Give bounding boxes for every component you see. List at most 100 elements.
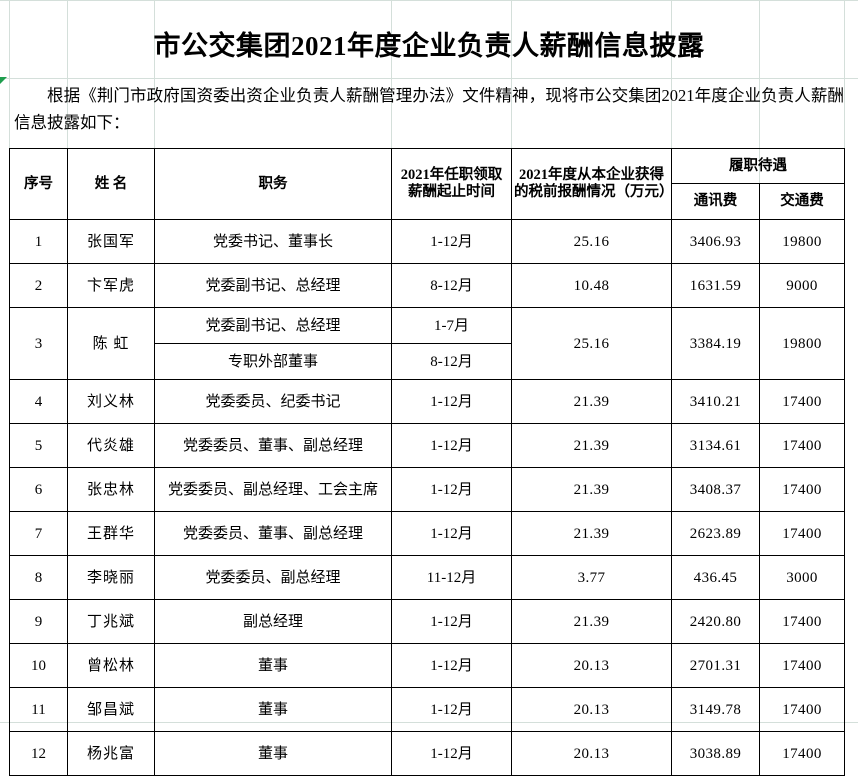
salary-table: 序号 姓 名 职务 2021年任职领取薪酬起止时间 2021年度从本企业获得的税… <box>9 148 845 776</box>
cell-seq: 1 <box>9 219 68 265</box>
cell-communication: 3410.21 <box>671 379 760 425</box>
table-row: 8 李晓丽 党委委员、副总经理 11-12月 3.77 436.45 3000 <box>9 555 845 601</box>
cell-name: 邹昌斌 <box>67 687 155 733</box>
cell-name: 丁兆斌 <box>67 599 155 645</box>
cell-communication: 436.45 <box>671 555 760 601</box>
cell-transport: 17400 <box>759 731 845 776</box>
cell-period: 1-12月 <box>391 379 512 425</box>
cell-transport: 17400 <box>759 599 845 645</box>
cell-transport: 17400 <box>759 643 845 689</box>
intro-section: 根据《荆门市政府国资委出资企业负责人薪酬管理办法》文件精神，现将市公交集团202… <box>0 73 858 148</box>
cell-seq: 2 <box>9 263 68 309</box>
cell-post: 党委书记、董事长 <box>154 219 392 265</box>
cell-communication: 3149.78 <box>671 687 760 733</box>
column-header-transport: 交通费 <box>759 183 845 221</box>
table-row: 6 张忠林 党委委员、副总经理、工会主席 1-12月 21.39 3408.37 17400 <box>9 467 845 513</box>
cell-name: 张国军 <box>67 219 155 265</box>
table-row: 1 张国军 党委书记、董事长 1-12月 25.16 3406.93 19800 <box>9 219 845 265</box>
table-row: 12 杨兆富 董事 1-12月 20.13 3038.89 17400 <box>9 731 845 776</box>
cell-pay: 3.77 <box>511 555 672 601</box>
cell-period: 1-12月 <box>391 687 512 733</box>
cell-name: 曾松林 <box>67 643 155 689</box>
cell-communication: 2701.31 <box>671 643 760 689</box>
cell-post: 副总经理 <box>154 599 392 645</box>
cell-error-flag-icon <box>0 77 7 84</box>
cell-name: 王群华 <box>67 511 155 557</box>
cell-transport: 17400 <box>759 423 845 469</box>
salary-disclosure-page: 市公交集团2021年度企业负责人薪酬信息披露 根据《荆门市政府国资委出资企业负责… <box>0 31 858 776</box>
column-header-period: 2021年任职领取薪酬起止时间 <box>391 148 512 221</box>
cell-period: 8-12月 <box>391 263 512 309</box>
cell-transport: 19800 <box>759 307 845 381</box>
cell-transport: 17400 <box>759 687 845 733</box>
cell-post: 党委委员、副总经理 <box>154 555 392 601</box>
table-body: 1 张国军 党委书记、董事长 1-12月 25.16 3406.93 19800 2 卞军虎 党委… <box>9 219 845 776</box>
cell-period: 11-12月 <box>391 555 512 601</box>
table-row: 10 曾松林 董事 1-12月 20.13 2701.31 17400 <box>9 643 845 689</box>
cell-name: 刘义林 <box>67 379 155 425</box>
cell-post: 党委委员、董事、副总经理 <box>154 511 392 557</box>
cell-period: 1-12月 <box>391 423 512 469</box>
cell-pay: 21.39 <box>511 599 672 645</box>
cell-communication: 1631.59 <box>671 263 760 309</box>
cell-post: 党委副书记、总经理 <box>154 307 392 345</box>
cell-pay: 20.13 <box>511 643 672 689</box>
cell-name: 李晓丽 <box>67 555 155 601</box>
column-header-communication: 通讯费 <box>671 183 760 221</box>
column-header-post: 职务 <box>154 148 392 221</box>
cell-transport: 17400 <box>759 379 845 425</box>
cell-name: 张忠林 <box>67 467 155 513</box>
cell-transport: 17400 <box>759 467 845 513</box>
cell-seq: 11 <box>9 687 68 733</box>
cell-seq: 6 <box>9 467 68 513</box>
cell-transport: 9000 <box>759 263 845 309</box>
cell-communication: 3406.93 <box>671 219 760 265</box>
cell-seq: 9 <box>9 599 68 645</box>
cell-period: 1-12月 <box>391 511 512 557</box>
cell-pay: 10.48 <box>511 263 672 309</box>
page-title: 市公交集团2021年度企业负责人薪酬信息披露 <box>153 31 705 61</box>
cell-communication: 3408.37 <box>671 467 760 513</box>
cell-post: 党委委员、董事、副总经理 <box>154 423 392 469</box>
table-row: 2 卞军虎 党委副书记、总经理 8-12月 10.48 1631.59 9000 <box>9 263 845 309</box>
cell-period: 1-12月 <box>391 643 512 689</box>
cell-name: 卞军虎 <box>67 263 155 309</box>
cell-name: 杨兆富 <box>67 731 155 776</box>
cell-pay: 21.39 <box>511 511 672 557</box>
cell-period: 1-12月 <box>391 731 512 776</box>
cell-communication: 2623.89 <box>671 511 760 557</box>
cell-name: 陈 虹 <box>67 307 155 381</box>
cell-transport: 19800 <box>759 219 845 265</box>
column-header-benefits-group: 履职待遇 <box>671 148 845 185</box>
cell-pay: 21.39 <box>511 467 672 513</box>
cell-seq: 5 <box>9 423 68 469</box>
table-row: 9 丁兆斌 副总经理 1-12月 21.39 2420.80 17400 <box>9 599 845 645</box>
cell-pay: 25.16 <box>511 307 672 381</box>
cell-post: 党委副书记、总经理 <box>154 263 392 309</box>
cell-name: 代炎雄 <box>67 423 155 469</box>
table-header: 序号 姓 名 职务 2021年任职领取薪酬起止时间 2021年度从本企业获得的税… <box>9 148 845 221</box>
cell-seq: 3 <box>9 307 68 381</box>
cell-communication: 2420.80 <box>671 599 760 645</box>
table-row: 7 王群华 党委委员、董事、副总经理 1-12月 21.39 2623.89 17400 <box>9 511 845 557</box>
cell-communication: 3134.61 <box>671 423 760 469</box>
column-header-seq: 序号 <box>9 148 68 221</box>
table-row: 11 邹昌斌 董事 1-12月 20.13 3149.78 17400 <box>9 687 845 733</box>
cell-period: 1-12月 <box>391 599 512 645</box>
cell-pay: 21.39 <box>511 423 672 469</box>
cell-period: 1-12月 <box>391 467 512 513</box>
cell-period: 1-7月 <box>391 307 512 345</box>
intro-paragraph: 根据《荆门市政府国资委出资企业负责人薪酬管理办法》文件精神，现将市公交集团202… <box>14 86 844 132</box>
table-row: 4 刘义林 党委委员、纪委书记 1-12月 21.39 3410.21 17400 <box>9 379 845 425</box>
cell-pay: 20.13 <box>511 687 672 733</box>
cell-post: 专职外部董事 <box>154 343 392 381</box>
cell-communication: 3038.89 <box>671 731 760 776</box>
cell-transport: 17400 <box>759 511 845 557</box>
cell-seq: 12 <box>9 731 68 776</box>
table-row: 5 代炎雄 党委委员、董事、副总经理 1-12月 21.39 3134.61 17400 <box>9 423 845 469</box>
cell-post: 董事 <box>154 687 392 733</box>
cell-seq: 8 <box>9 555 68 601</box>
cell-pay: 25.16 <box>511 219 672 265</box>
column-header-pay: 2021年度从本企业获得的税前报酬情况（万元） <box>511 148 674 221</box>
